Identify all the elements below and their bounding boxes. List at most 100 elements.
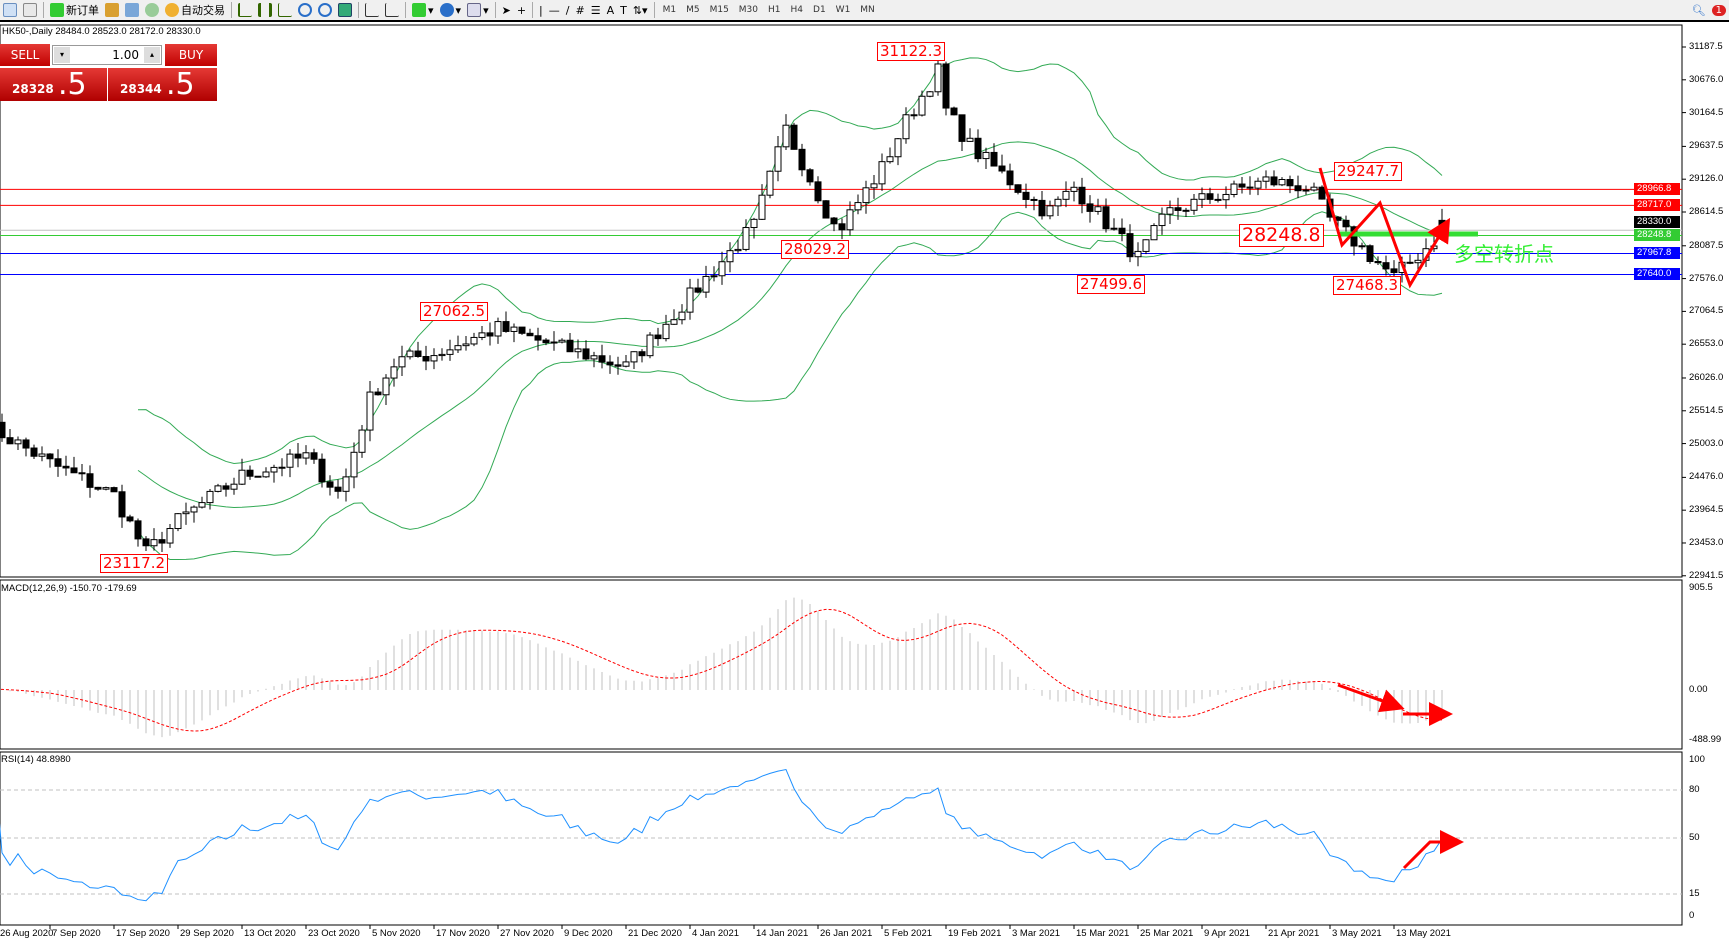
bull-candle [870, 183, 878, 189]
text-label-icon: T [620, 3, 627, 17]
timeframe-h1[interactable]: H1 [768, 5, 781, 15]
bear-candle [1406, 261, 1414, 264]
price-annotation: 27468.3 [1333, 276, 1402, 295]
timeframe-m30[interactable]: M30 [738, 5, 759, 15]
bear-candle [694, 287, 702, 293]
chart-shift-button[interactable] [362, 0, 382, 20]
bear-candle [310, 452, 318, 460]
timeframe-m15[interactable]: M15 [709, 5, 729, 15]
timeframe-m5[interactable]: M5 [686, 5, 700, 15]
bear-candle [46, 453, 54, 460]
new-order-button[interactable]: 新订单 [47, 0, 102, 20]
label-button[interactable]: T [617, 0, 630, 20]
bull-candle [238, 469, 246, 485]
indicator-plus-icon [412, 3, 426, 17]
fibonacci-button[interactable]: ☰ [588, 0, 604, 20]
buy-button[interactable]: BUY [165, 44, 217, 66]
crosshair-button[interactable]: + [514, 0, 529, 20]
line-chart-button[interactable] [275, 0, 295, 20]
price-tick-label: 26553.0 [1689, 338, 1724, 350]
bull-candle [406, 350, 414, 358]
rsi-tick-label: 80 [1689, 784, 1700, 795]
timeframe-mn[interactable]: MN [860, 5, 875, 15]
zoom-in-icon [298, 3, 312, 17]
price-tick-label: 23964.5 [1689, 504, 1724, 516]
templates-button[interactable]: ▾ [464, 0, 492, 20]
text-button[interactable]: A [604, 0, 618, 20]
bear-candle [566, 339, 574, 353]
bear-candle [654, 334, 662, 340]
bull-candle [390, 366, 398, 379]
bull-candle [302, 452, 310, 459]
bear-candle [582, 348, 590, 360]
price-zigzag-arrow [1318, 167, 1451, 289]
bear-candle [542, 339, 550, 344]
horizontal-line-icon: — [548, 3, 560, 17]
search-button[interactable]: 🔍︎ [1689, 0, 1709, 20]
bear-candle [334, 486, 342, 492]
new-chart-button[interactable] [0, 0, 20, 20]
buy-price[interactable]: 28344 .5 [108, 68, 217, 101]
arrows-button[interactable]: ⇅▾ [630, 0, 651, 20]
tile-icon [338, 3, 352, 17]
bull-candle [198, 502, 206, 508]
vertical-line-button[interactable]: | [536, 0, 546, 20]
bear-candle [1318, 186, 1326, 200]
timeframe-m1[interactable]: M1 [662, 5, 677, 15]
sell-price[interactable]: 28328 .5 [0, 68, 107, 101]
bull-candle [230, 483, 238, 490]
price-tick-label: 30676.0 [1689, 73, 1724, 85]
zoom-in-button[interactable] [295, 0, 315, 20]
price-line-label: 28966.8 [1634, 183, 1680, 196]
bear-candle [22, 439, 30, 449]
periods-button[interactable]: ▾ [437, 0, 465, 20]
cursor-button[interactable]: ➤ [499, 0, 514, 20]
auto-trade-button[interactable]: 自动交易 [162, 0, 228, 20]
timeframe-d1[interactable]: D1 [813, 5, 826, 15]
bull-candle [438, 353, 446, 357]
date-tick-label: 5 Nov 2020 [372, 928, 421, 939]
price-tick-label: 22941.5 [1689, 569, 1724, 581]
channel-icon: # [575, 3, 585, 17]
sell-button[interactable]: SELL [0, 44, 50, 66]
bull-candle [1182, 209, 1190, 212]
crosshair-icon: + [516, 3, 527, 17]
lot-decrease-icon[interactable]: ▾ [54, 47, 70, 63]
lot-size-input[interactable]: ▾ 1.00 ▴ [52, 45, 162, 65]
lot-increase-icon[interactable]: ▴ [144, 47, 160, 63]
bear-candle [838, 223, 846, 231]
timeframe-h4[interactable]: H4 [790, 5, 804, 15]
chart-shift-icon [365, 3, 379, 17]
bear-candle [614, 364, 622, 367]
bear-candle [1294, 185, 1302, 192]
candle-chart-button[interactable] [255, 0, 275, 20]
notifications-button[interactable]: 1 [1709, 0, 1729, 20]
bull-candle [966, 137, 974, 142]
zoom-chart-button[interactable] [20, 0, 40, 20]
bear-candle [6, 437, 14, 445]
bull-candle [286, 453, 294, 468]
timeframe-w1[interactable]: W1 [835, 5, 851, 15]
bull-candle [1222, 193, 1230, 201]
horizontal-line-button[interactable]: — [546, 0, 563, 20]
data-button[interactable] [122, 0, 142, 20]
channel-button[interactable]: # [572, 0, 587, 20]
auto-scroll-button[interactable] [382, 0, 402, 20]
trendline-button[interactable]: / [563, 0, 573, 20]
bear-candle [990, 151, 998, 167]
bull-candle [1230, 183, 1238, 195]
bull-candle [630, 351, 638, 363]
bear-candle [998, 165, 1006, 172]
indicators-button[interactable]: ▾ [409, 0, 437, 20]
zoom-out-button[interactable] [315, 0, 335, 20]
bear-candle [70, 467, 78, 474]
bull-candle [766, 170, 774, 196]
metaeditor-button[interactable] [102, 0, 122, 20]
bar-chart-button[interactable] [235, 0, 255, 20]
date-tick-label: 26 Aug 2020 [0, 928, 54, 939]
tile-windows-button[interactable] [335, 0, 355, 20]
date-tick-label: 21 Dec 2020 [628, 928, 682, 939]
signal-button[interactable] [142, 0, 162, 20]
bear-candle [294, 453, 302, 459]
